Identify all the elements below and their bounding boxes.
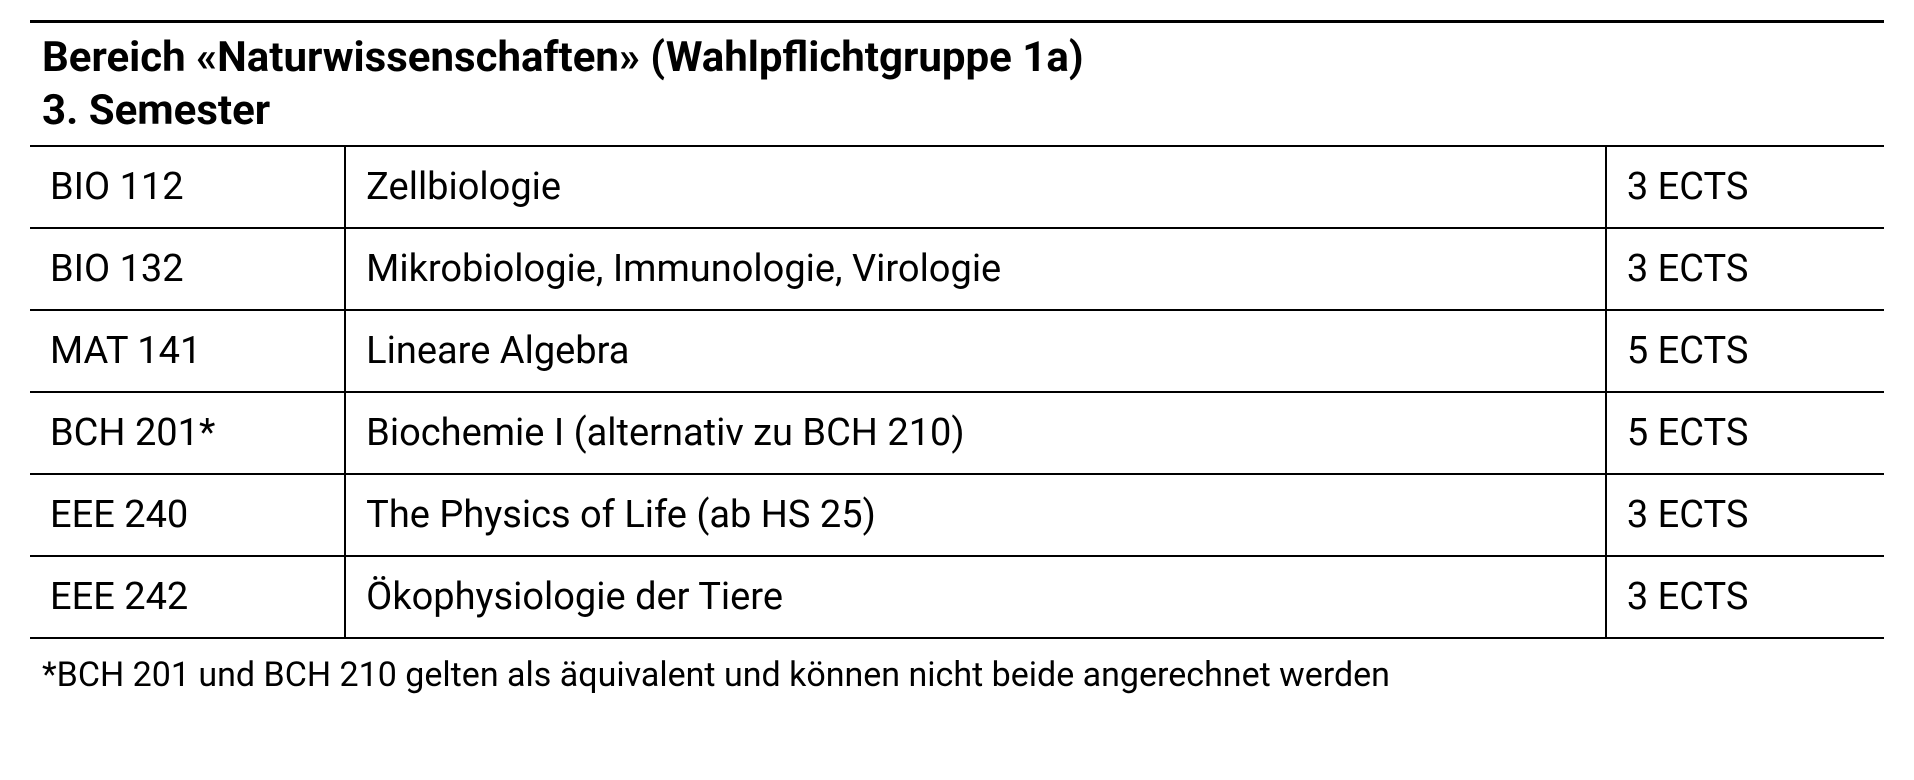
footnote: *BCH 201 und BCH 210 gelten als äquivale…	[30, 639, 1884, 695]
course-code: BIO 112	[30, 146, 345, 228]
course-name: The Physics of Life (ab HS 25)	[345, 474, 1606, 556]
course-name: Lineare Algebra	[345, 310, 1606, 392]
section-title: Bereich «Naturwissenschaften» (Wahlpflic…	[42, 33, 1872, 82]
section-subheader-row: 3. Semester	[30, 84, 1884, 146]
course-name: Zellbiologie	[345, 146, 1606, 228]
course-code: BCH 201*	[30, 392, 345, 474]
table-row: BIO 132Mikrobiologie, Immunologie, Virol…	[30, 228, 1884, 310]
course-ects: 3 ECTS	[1606, 474, 1884, 556]
table-row: MAT 141Lineare Algebra5 ECTS	[30, 310, 1884, 392]
course-ects: 3 ECTS	[1606, 228, 1884, 310]
table-row: BCH 201*Biochemie I (alternativ zu BCH 2…	[30, 392, 1884, 474]
course-ects: 5 ECTS	[1606, 310, 1884, 392]
course-name: Biochemie I (alternativ zu BCH 210)	[345, 392, 1606, 474]
course-name: Mikrobiologie, Immunologie, Virologie	[345, 228, 1606, 310]
course-ects: 3 ECTS	[1606, 146, 1884, 228]
section-subtitle: 3. Semester	[42, 86, 1872, 135]
section-header-row: Bereich «Naturwissenschaften» (Wahlpflic…	[30, 22, 1884, 85]
course-ects: 3 ECTS	[1606, 556, 1884, 638]
course-table: Bereich «Naturwissenschaften» (Wahlpflic…	[30, 20, 1884, 639]
course-ects: 5 ECTS	[1606, 392, 1884, 474]
table-row: EEE 242Ökophysiologie der Tiere3 ECTS	[30, 556, 1884, 638]
course-code: MAT 141	[30, 310, 345, 392]
table-row: BIO 112Zellbiologie3 ECTS	[30, 146, 1884, 228]
course-name: Ökophysiologie der Tiere	[345, 556, 1606, 638]
course-table-container: Bereich «Naturwissenschaften» (Wahlpflic…	[30, 20, 1884, 695]
course-code: EEE 242	[30, 556, 345, 638]
course-code: BIO 132	[30, 228, 345, 310]
table-row: EEE 240The Physics of Life (ab HS 25)3 E…	[30, 474, 1884, 556]
course-code: EEE 240	[30, 474, 345, 556]
